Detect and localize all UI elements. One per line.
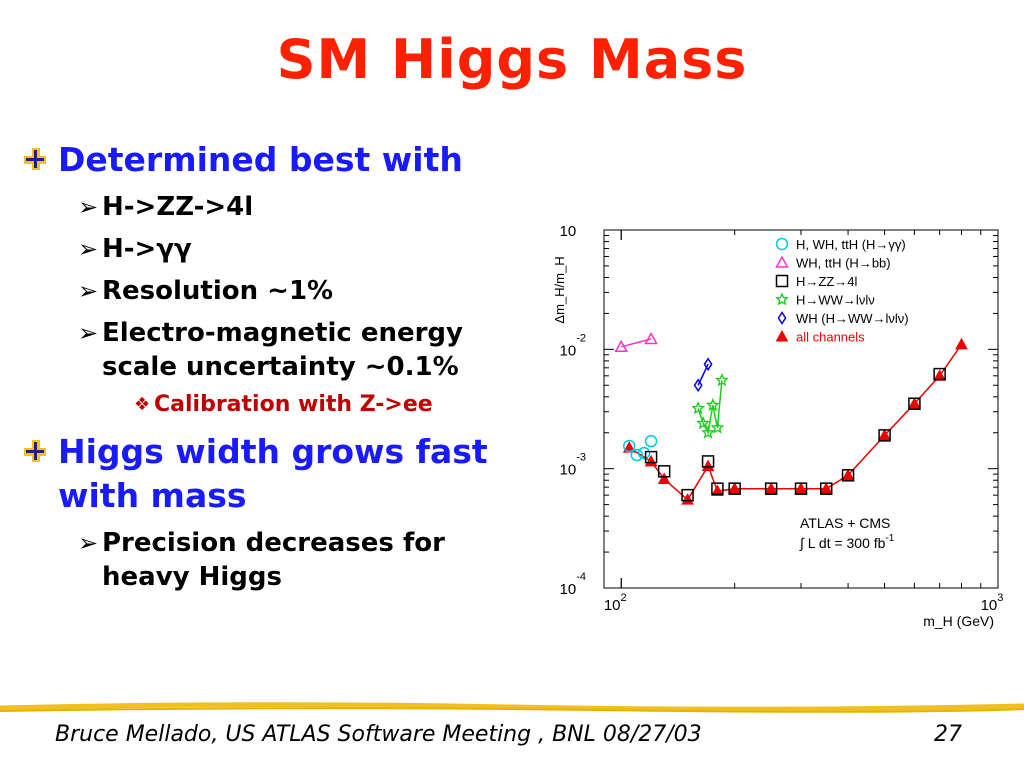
bullet-determined: Determined best with <box>18 138 518 182</box>
y-tick-label: 10-2 <box>560 332 586 359</box>
data-point-square <box>878 429 891 442</box>
data-point-circle <box>644 434 658 448</box>
y-tick-label: 10-3 <box>560 452 586 479</box>
data-point-square <box>657 465 671 478</box>
data-point-triangle <box>841 468 855 481</box>
x-axis-label: m_H (GeV) <box>923 613 994 629</box>
bullet-text: Higgs width grows fast with mass <box>58 432 488 515</box>
data-point-square <box>819 482 833 495</box>
diamond-bullet-icon: ❖ <box>134 394 151 415</box>
bullet-text: Determined best with <box>58 140 463 179</box>
sub-bullet-resolution: ➢ Resolution ~1% <box>18 274 518 308</box>
y-axis-label: Δm_H/m_H <box>552 256 567 323</box>
data-point-triangle <box>644 454 658 467</box>
sub-bullet-text: Resolution ~1% <box>102 276 334 306</box>
data-point-star <box>710 420 725 434</box>
legend-entry: all channels <box>796 330 865 345</box>
legend-marker-square <box>775 274 789 288</box>
data-point-triangle <box>819 482 833 494</box>
bullet-list: Determined best with ➢ H->ZZ->4l ➢ H->γγ… <box>18 138 518 600</box>
sub-bullet-gammagamma: ➢ H->γγ <box>18 232 518 266</box>
arrow-bullet-icon: ➢ <box>78 235 99 263</box>
annotation-text: ATLAS + CMS <box>800 515 890 531</box>
data-point-square <box>841 469 855 482</box>
legend-entry: WH, ttH (H→bb) <box>796 256 891 271</box>
sub-bullet-text: H->ZZ->4l <box>102 192 254 222</box>
y-tick-label: 10-1 <box>560 222 586 240</box>
data-point-star <box>715 373 729 387</box>
data-point-square <box>644 450 658 464</box>
x-tick-label: 103 <box>981 592 1004 614</box>
bullet-marker-icon <box>24 148 46 170</box>
annotation-luminosity: ∫ L dt = 300 fb-1 <box>799 533 895 551</box>
footer-divider <box>0 702 1024 713</box>
data-point-star <box>691 401 706 415</box>
sub-bullet-text: Electro-magnetic energy scale uncertaint… <box>102 318 463 382</box>
sub-bullet-precision: ➢ Precision decreases for heavy Higgs <box>18 526 518 594</box>
data-point-circle <box>637 446 651 460</box>
data-point-square <box>728 482 741 495</box>
legend-entry: H→ZZ→4l <box>796 274 858 289</box>
data-point-star <box>701 425 716 439</box>
arrow-bullet-icon: ➢ <box>78 193 99 221</box>
arrow-bullet-icon: ➢ <box>78 529 99 557</box>
arrow-bullet-icon: ➢ <box>78 277 99 305</box>
data-point-square <box>933 367 946 381</box>
data-point-diamond <box>693 378 703 393</box>
bullet-higgs-width: Higgs width grows fast with mass <box>18 430 518 518</box>
slide-title: SM Higgs Mass <box>276 28 748 91</box>
page-number: 27 <box>934 722 962 747</box>
data-point-triangle <box>701 459 715 472</box>
sub-sub-bullet-text: Calibration with Z->ee <box>154 392 433 417</box>
plot-frame <box>603 229 999 589</box>
legend-entry: H, WH, ttH (H→γγ) <box>796 237 906 252</box>
sub-bullet-em-scale: ➢ Electro-magnetic energy scale uncertai… <box>18 316 518 384</box>
arrow-bullet-icon: ➢ <box>78 319 99 347</box>
x-tick-label: 102 <box>604 592 627 614</box>
legend-entry: WH (H→WW→lνlν) <box>796 311 909 326</box>
series-line-triangle-open <box>621 338 652 348</box>
bullet-marker-icon <box>24 440 46 462</box>
data-point-square <box>701 455 715 468</box>
y-tick-label: 10-4 <box>560 571 586 598</box>
data-point-triangle-open <box>614 339 629 353</box>
data-point-square <box>764 482 778 495</box>
sub-bullet-text: H->γγ <box>102 234 192 264</box>
data-point-star <box>696 415 711 430</box>
legend-marker-circle <box>775 237 789 251</box>
data-point-triangle <box>728 482 742 494</box>
legend-marker-diamond <box>777 311 787 325</box>
data-point-diamond <box>703 357 713 372</box>
data-point-square <box>908 397 921 410</box>
data-point-square <box>711 482 724 495</box>
data-point-triangle <box>711 484 724 496</box>
sub-bullet-zz4l: ➢ H->ZZ->4l <box>18 190 518 224</box>
data-point-triangle <box>681 493 694 505</box>
legend-marker-star <box>775 292 789 306</box>
data-point-circle <box>622 439 636 453</box>
legend-entry: H→WW→lνlν <box>796 293 875 308</box>
legend-marker-triangle-open <box>775 255 789 268</box>
data-point-triangle-open <box>644 331 658 345</box>
data-point-triangle <box>794 482 808 494</box>
data-point-triangle <box>955 337 968 350</box>
data-point-star <box>705 397 720 412</box>
data-point-triangle <box>764 482 778 494</box>
data-point-triangle <box>657 472 671 484</box>
legend-marker-triangle <box>775 329 789 342</box>
data-point-square <box>794 482 808 495</box>
data-point-triangle <box>908 397 921 409</box>
sub-bullet-text: Precision decreases for heavy Higgs <box>102 528 445 592</box>
data-point-square <box>681 488 694 502</box>
data-point-triangle <box>878 428 891 441</box>
footer-text: Bruce Mellado, US ATLAS Software Meeting… <box>55 722 702 747</box>
data-point-circle <box>630 448 644 462</box>
sub-sub-bullet-calibration: ❖ Calibration with Z->ee <box>18 390 518 420</box>
